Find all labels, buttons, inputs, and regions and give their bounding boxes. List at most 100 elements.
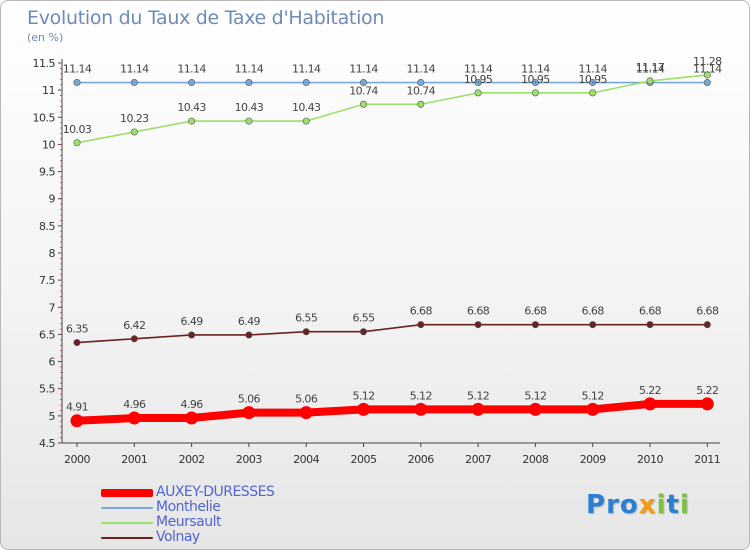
logo-letter: P [586,490,607,520]
data-point [359,79,367,87]
data-label: 4.96 [181,398,204,411]
data-point [417,321,425,329]
data-label: 10.23 [120,112,149,125]
x-tick-label: 2005 [351,453,377,466]
data-label: 6.68 [582,305,605,318]
data-point [703,321,711,329]
y-tick-label: 5.5 [39,383,55,396]
legend-swatch-auxey [101,489,153,497]
data-point [414,402,428,416]
y-tick-label: 10 [42,138,55,151]
data-point [73,339,81,347]
data-point [586,402,600,416]
y-tick-label: 10.5 [33,111,56,124]
data-label: 10.74 [407,84,436,97]
data-label: 5.22 [639,384,661,397]
x-tick-label: 2003 [236,453,262,466]
data-label: 10.95 [578,73,607,86]
series-line-meursault [76,74,709,144]
chart-subtitle: (en %) [27,31,64,44]
y-tick-label: 11 [42,84,55,97]
data-point [185,411,199,425]
data-label: 4.96 [123,398,146,411]
data-label: 11.14 [177,63,206,76]
data-label: 4.91 [66,401,88,414]
data-label: 11.14 [235,63,264,76]
data-label: 11.28 [693,55,722,68]
data-point [245,331,253,339]
proxiti-logo: Proxiti [586,490,690,520]
data-label: 10.43 [235,101,264,114]
x-tick-label: 2000 [64,453,90,466]
logo-letter: r [606,490,620,520]
data-point [188,79,196,87]
legend-swatch-meursault [101,522,153,524]
data-label: 10.43 [177,101,206,114]
data-label: 10.03 [63,123,92,136]
chart-title: Evolution du Taux de Taxe d'Habitation [27,7,385,29]
x-tick-label: 2001 [121,453,147,466]
y-tick-label: 9.5 [39,166,55,179]
data-point [302,79,310,87]
data-label: 6.68 [639,305,662,318]
data-label: 5.12 [410,389,432,402]
data-point [417,79,425,87]
data-label: 5.12 [467,389,489,402]
data-label: 11.14 [407,63,436,76]
data-point [474,89,482,97]
data-point [188,117,196,125]
data-point [531,321,539,329]
data-point [589,89,597,97]
data-label: 11.14 [292,63,321,76]
data-point [73,79,81,87]
data-label: 6.35 [66,323,89,336]
logo-letter: i [656,490,667,520]
legend-swatch-monthelie [101,507,153,509]
data-label: 6.68 [410,305,433,318]
series-line-volnay [76,323,709,344]
data-label: 11.14 [636,63,665,76]
data-label: 5.12 [352,389,374,402]
x-tick-label: 2008 [522,453,548,466]
logo-letter: x [638,490,657,520]
legend-label-auxey: AUXEY-DURESSES [156,484,275,500]
data-point [73,139,81,147]
data-point [474,79,482,87]
data-point [299,406,313,420]
data-label: 6.55 [352,312,375,325]
data-label: 6.68 [696,305,719,318]
data-point [528,402,542,416]
data-point [589,79,597,87]
data-label: 6.42 [123,319,145,332]
legend-label-volnay: Volnay [156,529,200,545]
data-label: 6.68 [524,305,547,318]
data-label: 11.14 [578,63,607,76]
data-point [130,128,138,136]
logo-letter: t [666,490,680,520]
data-point [646,77,654,85]
y-tick-label: 4.5 [39,437,55,450]
data-label: 10.43 [292,101,321,114]
data-point [646,321,654,329]
y-tick-label: 8 [49,247,56,260]
data-point [357,402,370,416]
data-label: 6.55 [295,312,318,325]
x-tick-label: 2009 [580,453,606,466]
data-point [70,414,84,428]
data-point [703,71,711,79]
data-point [703,79,711,87]
x-tick-label: 2002 [179,453,205,466]
y-tick-label: 6.5 [39,328,55,341]
data-label: 10.74 [349,84,378,97]
y-tick-label: 6 [49,356,56,369]
series-line-auxey-duresses [73,399,712,425]
y-tick-label: 9 [49,193,56,206]
data-point [531,89,539,97]
y-tick-label: 7.5 [39,274,55,287]
data-point [589,321,597,329]
legend-label-meursault: Meursault [156,514,221,530]
data-point [359,100,367,108]
x-tick-label: 2004 [293,453,319,466]
data-point [130,335,138,343]
